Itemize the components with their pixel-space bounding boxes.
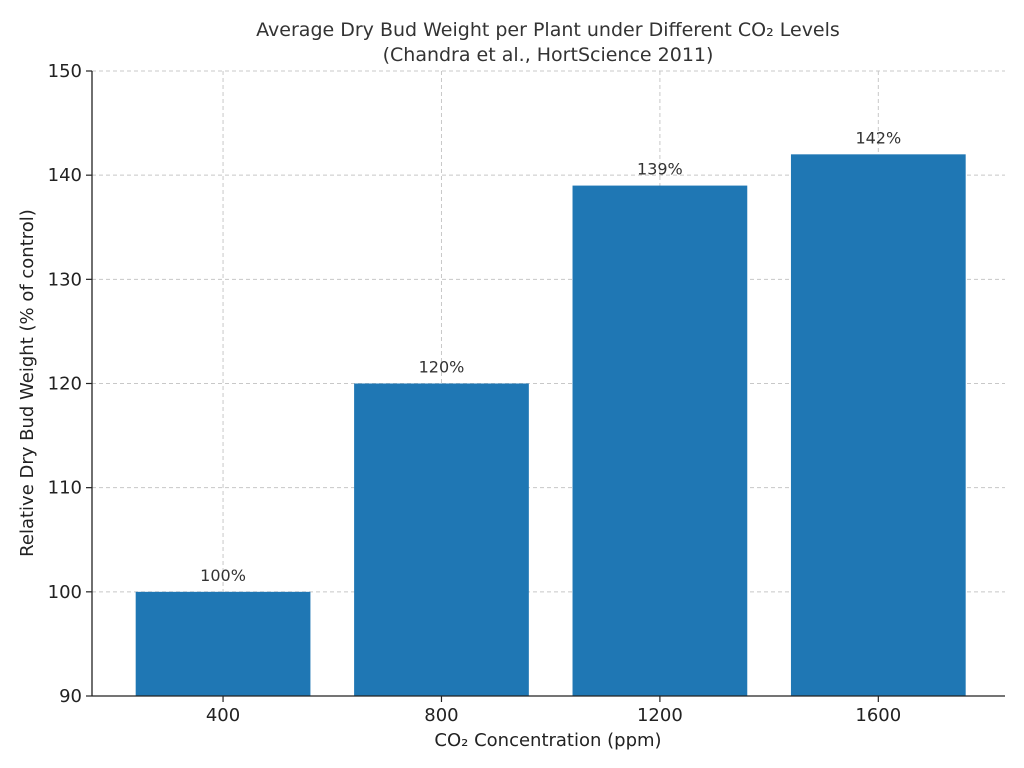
x-axis-label: CO₂ Concentration (ppm) [434, 730, 661, 751]
y-axis-label: Relative Dry Bud Weight (% of control) [17, 209, 38, 557]
bar [354, 383, 529, 696]
x-tick-label: 800 [424, 705, 458, 726]
x-tick-label: 1600 [855, 705, 901, 726]
chart-subtitle: (Chandra et al., HortScience 2011) [383, 44, 714, 66]
y-tick-label: 130 [48, 269, 82, 290]
data-labels: 100% 120% 139% 142% [200, 128, 901, 585]
y-tick-label: 140 [48, 165, 82, 186]
x-tick-label: 1200 [637, 705, 683, 726]
bar-value-label: 120% [419, 358, 465, 377]
bar [572, 185, 748, 697]
bar-value-label: 142% [855, 128, 901, 147]
y-tick-label: 100 [48, 582, 82, 603]
tick-labels: 90 100 110 120 130 140 150 400 800 1200 1600 [48, 61, 902, 726]
y-tick-label: 90 [59, 686, 82, 707]
y-tick-label: 110 [48, 478, 82, 499]
y-tick-label: 150 [48, 61, 82, 82]
bars [135, 154, 966, 697]
bar-value-label: 100% [200, 566, 246, 585]
y-tick-label: 120 [48, 374, 82, 395]
axes [86, 70, 1005, 702]
bar [790, 154, 966, 697]
bar [135, 591, 311, 696]
chart-title: Average Dry Bud Weight per Plant under D… [256, 19, 840, 41]
bar-value-label: 139% [637, 160, 683, 179]
x-tick-label: 400 [206, 705, 240, 726]
